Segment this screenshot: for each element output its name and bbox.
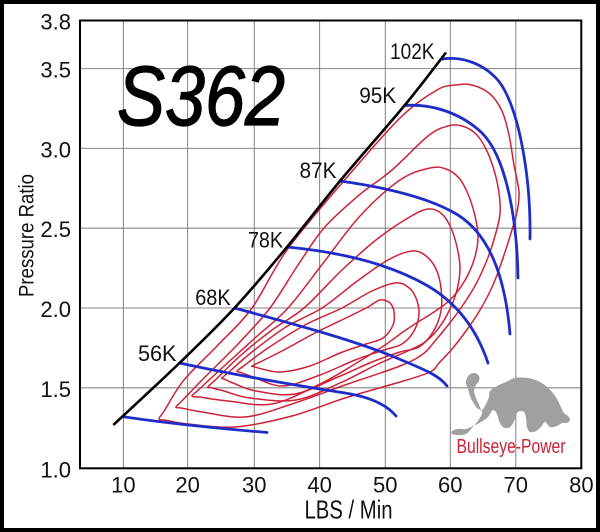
svg-text:3.8: 3.8 [40,10,71,35]
svg-text:95K: 95K [359,83,396,108]
svg-text:102K: 102K [390,39,435,64]
svg-text:1.0: 1.0 [40,457,71,482]
svg-text:S362: S362 [117,49,285,143]
svg-text:LBS / Min: LBS / Min [305,495,393,525]
svg-text:87K: 87K [300,158,337,183]
svg-text:10: 10 [111,473,135,498]
svg-text:80: 80 [569,473,593,498]
svg-text:70: 70 [504,473,528,498]
svg-text:2.0: 2.0 [40,297,71,322]
svg-text:1.5: 1.5 [40,377,71,402]
svg-text:40: 40 [307,473,331,498]
svg-text:68K: 68K [195,285,231,310]
svg-text:60: 60 [438,473,462,498]
svg-text:78K: 78K [248,228,283,253]
svg-text:2.5: 2.5 [40,217,71,242]
svg-text:56K: 56K [138,341,177,366]
svg-text:20: 20 [175,473,199,498]
svg-text:30: 30 [242,473,266,498]
svg-text:3.5: 3.5 [40,58,71,83]
svg-text:3.0: 3.0 [40,137,71,162]
svg-text:Bullseye-Power: Bullseye-Power [457,436,566,458]
svg-text:Pressure Ratio: Pressure Ratio [16,174,39,297]
svg-text:50: 50 [373,473,397,498]
